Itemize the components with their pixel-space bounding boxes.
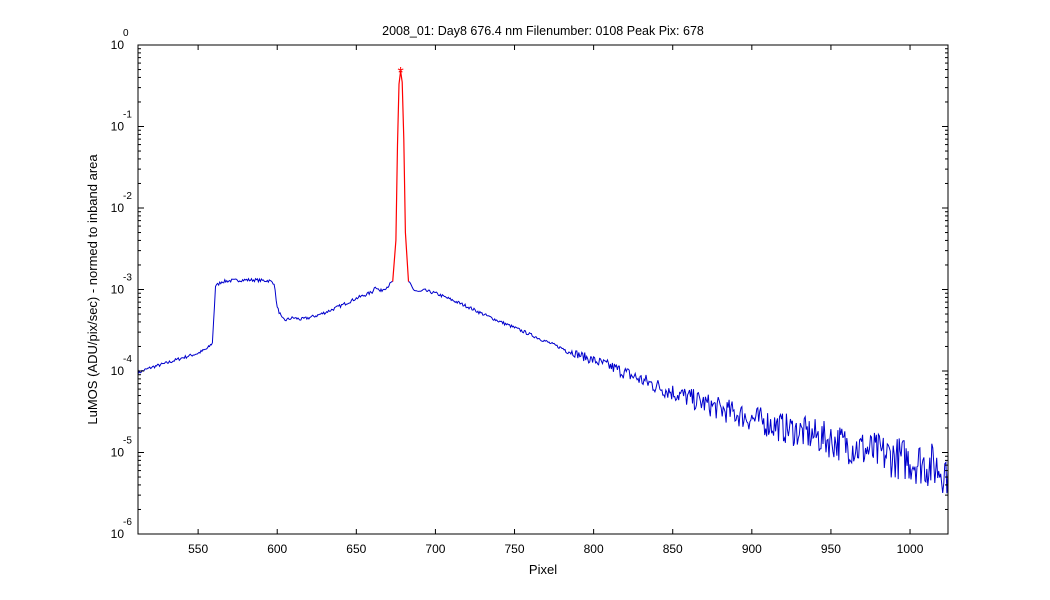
x-tick-label: 850 [663, 542, 683, 556]
y-tick-label-exponent: -6 [123, 517, 132, 528]
series-blue-segment-2 [408, 281, 949, 494]
y-tick-label-exponent: -3 [123, 273, 132, 284]
y-tick-label-exponent: -4 [123, 354, 132, 365]
chart-title: 2008_01: Day8 676.4 nm Filenumber: 0108 … [382, 24, 704, 38]
series-blue-segment-1 [137, 277, 393, 375]
x-tick-label: 900 [742, 542, 762, 556]
y-tick-label-base: 10 [111, 283, 125, 297]
y-tick-label-exponent: -5 [123, 436, 132, 447]
y-tick-label-exponent: 0 [123, 28, 129, 39]
y-tick-label-exponent: -2 [123, 191, 132, 202]
y-axis-label: LuMOS (ADU/pix/sec) - normed to inband a… [85, 154, 100, 425]
series-red-peak [392, 70, 410, 282]
y-tick-label-base: 10 [111, 201, 125, 215]
y-tick-label-base: 10 [111, 364, 125, 378]
x-axis-label: Pixel [529, 562, 557, 577]
axes: 550 600 650 700 750 800 850 900 950 100010010-110… [111, 28, 949, 556]
plot-area: * [137, 65, 949, 494]
y-tick-label-base: 10 [111, 38, 125, 52]
y-tick-label-base: 10 [111, 527, 125, 541]
x-tick-label: 550 [188, 542, 208, 556]
peak-marker: * [398, 65, 404, 82]
y-tick-label-exponent: -1 [123, 110, 132, 121]
x-tick-label: 1000 [897, 542, 924, 556]
x-tick-label: 750 [505, 542, 525, 556]
axes-box [137, 44, 949, 535]
x-tick-label: 950 [821, 542, 841, 556]
y-tick-label-base: 10 [111, 446, 125, 460]
x-tick-label: 650 [346, 542, 366, 556]
x-tick-label: 600 [267, 542, 287, 556]
x-tick-label: 700 [425, 542, 445, 556]
y-tick-label-base: 10 [111, 120, 125, 134]
x-tick-label: 800 [584, 542, 604, 556]
